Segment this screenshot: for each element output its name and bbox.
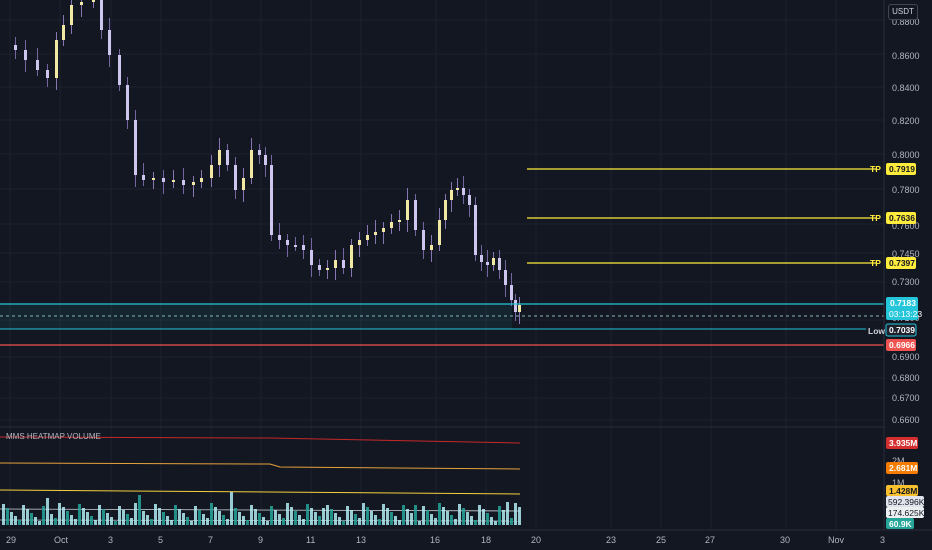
price-tick: 0.7800 <box>892 185 920 195</box>
tp-markers: TP 0.7919 TP 0.7636 TP 0.7397 <box>870 163 916 269</box>
low-marker: Low 0.7039 <box>868 323 917 337</box>
volume-badge-1: 3.935M <box>889 438 917 448</box>
current-price-value: 0.7183 <box>890 298 916 308</box>
volume-badge-2: 2.681M <box>889 463 917 473</box>
price-tick: 0.6600 <box>892 415 920 425</box>
price-tick: 0.8400 <box>892 83 920 93</box>
time-tick: 3 <box>108 535 113 545</box>
current-price-marker: 0.7183 03:13:23 <box>886 297 922 320</box>
level-lines <box>0 168 884 346</box>
chart-grid <box>0 0 884 530</box>
tp-label-1: TP <box>870 164 881 174</box>
price-tick: 0.6700 <box>892 393 920 403</box>
tp-badge-2 <box>886 212 916 224</box>
volume-tick: 1M <box>892 478 905 488</box>
time-tick: 5 <box>158 535 163 545</box>
price-tick: 0.7450 <box>892 249 920 259</box>
low-label: Low <box>868 326 885 336</box>
time-tick: 7 <box>208 535 213 545</box>
time-tick: 20 <box>531 535 541 545</box>
tp-label-2: TP <box>870 213 881 223</box>
tp-value-1: 0.7919 <box>889 164 915 174</box>
price-axis[interactable]: 0.8800 0.8600 0.8400 0.8200 0.8000 0.780… <box>892 17 920 488</box>
volume-indicator-title[interactable]: MMS HEATMAP VOLUME <box>6 432 101 441</box>
price-tick: 0.8800 <box>892 17 920 27</box>
price-tick: 0.7300 <box>892 277 920 287</box>
time-tick: 25 <box>656 535 666 545</box>
time-tick: 11 <box>306 535 315 545</box>
time-tick: Oct <box>54 535 69 545</box>
time-tick: 16 <box>430 535 440 545</box>
price-tick: 0.8000 <box>892 150 920 160</box>
time-tick: 13 <box>356 535 366 545</box>
volume-tick: 2M <box>892 456 905 466</box>
volume-badge-5: 174.625K <box>888 508 925 518</box>
time-tick: 18 <box>481 535 491 545</box>
stop-value: 0.6966 <box>889 340 915 350</box>
stop-marker: 0.6966 <box>886 339 916 351</box>
time-axis[interactable]: 29 Oct 3 5 7 9 11 13 16 18 20 23 25 27 3… <box>6 535 885 545</box>
price-tick: 0.6800 <box>892 373 920 383</box>
volume-bars <box>2 492 521 525</box>
price-tick: 0.8600 <box>892 51 920 61</box>
price-tick: 0.8200 <box>892 116 920 126</box>
tp-badge-3 <box>886 257 916 269</box>
tp-value-2: 0.7636 <box>889 213 915 223</box>
currency-selector[interactable]: USDT <box>888 4 918 20</box>
tp-badge-1 <box>886 163 916 175</box>
time-tick: Nov <box>828 535 845 545</box>
price-tick: 0.6900 <box>892 352 920 362</box>
time-tick: 27 <box>705 535 715 545</box>
price-tick: 0.7600 <box>892 221 920 231</box>
time-tick: 3 <box>880 535 885 545</box>
time-tick: 29 <box>6 535 16 545</box>
volume-badges: 3.935M 2.681M 1.428M 592.396K 174.625K 6… <box>886 437 925 529</box>
candles <box>14 0 521 324</box>
low-value: 0.7039 <box>889 325 915 335</box>
tp-value-3: 0.7397 <box>889 258 915 268</box>
volume-badge-6: 60.9K <box>889 519 913 529</box>
tp-label-3: TP <box>870 258 881 268</box>
volume-badge-3: 1.428M <box>889 486 917 496</box>
volume-badge-4: 592.396K <box>888 497 925 507</box>
time-tick: 23 <box>606 535 616 545</box>
time-tick: 9 <box>258 535 263 545</box>
countdown-value: 03:13:23 <box>889 309 922 319</box>
time-tick: 30 <box>780 535 790 545</box>
